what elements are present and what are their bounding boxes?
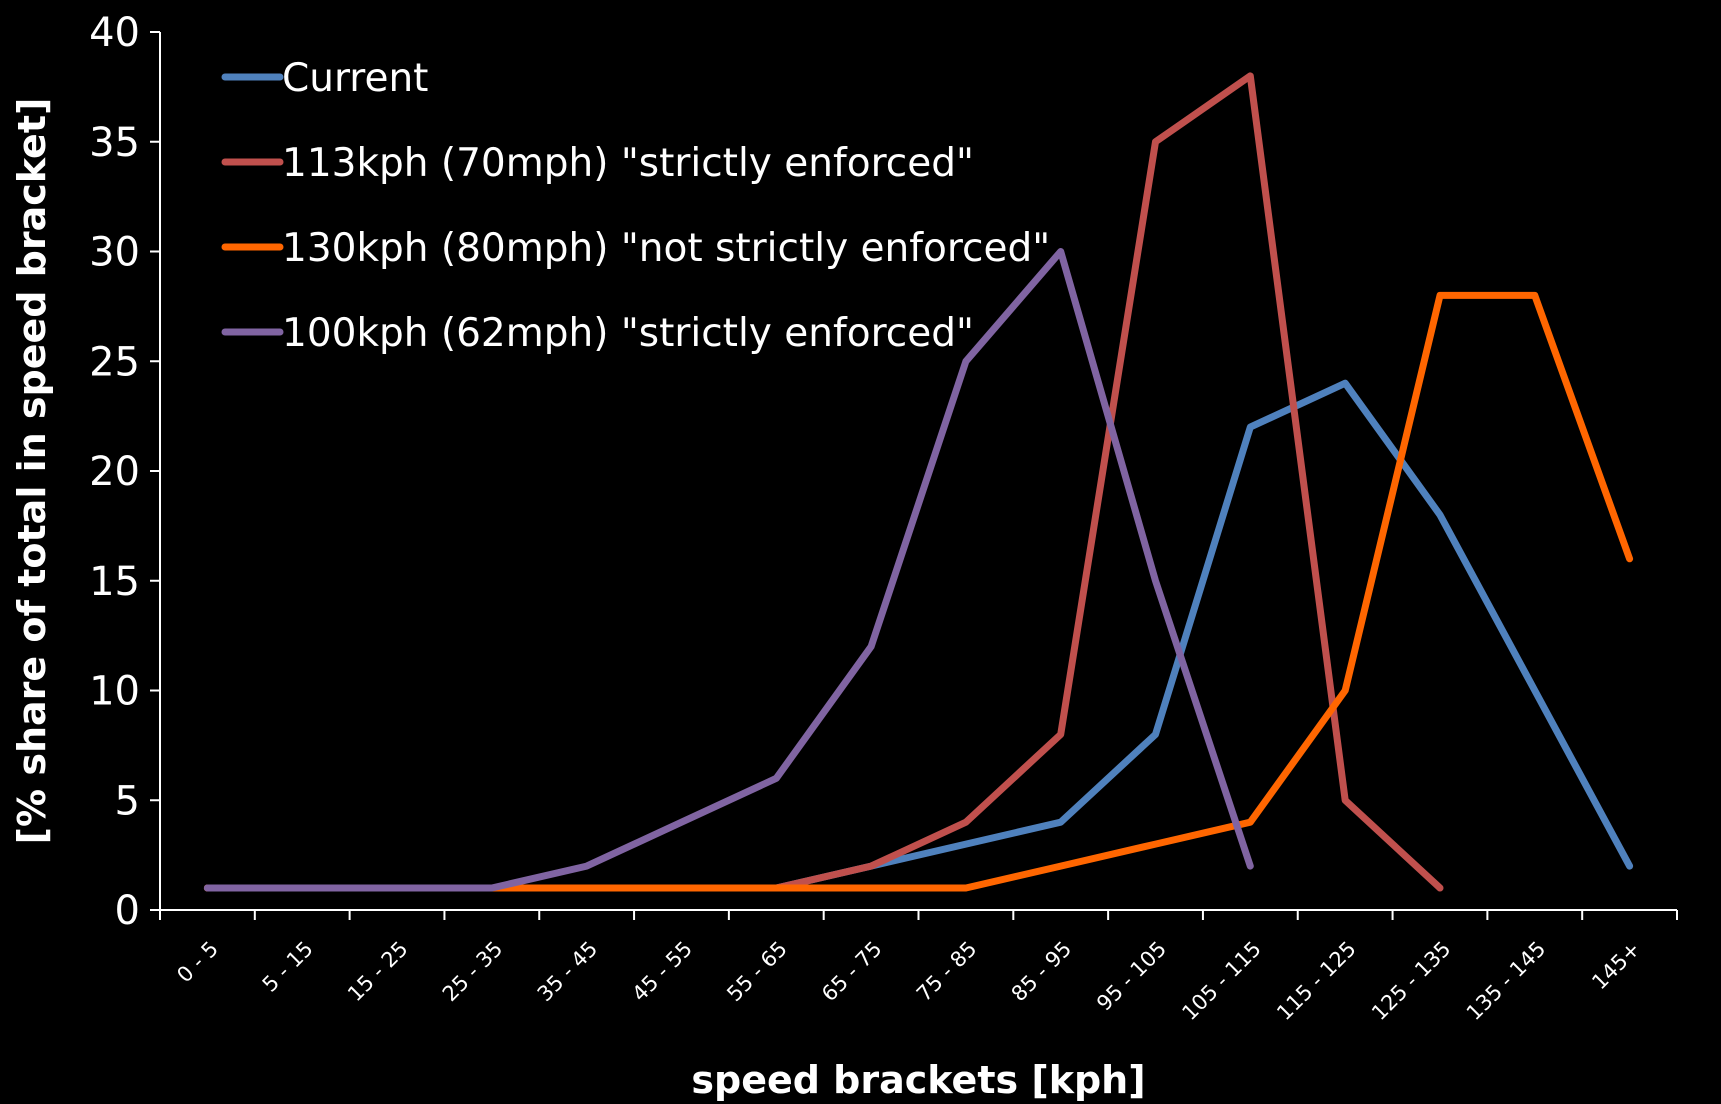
x-tick-label: 0 - 5	[172, 937, 223, 988]
x-tick-label: 145+	[1587, 937, 1645, 995]
legend-label-2: 113kph (70mph) "strictly enforced"	[282, 141, 974, 186]
x-tick-label: 125 - 135	[1367, 937, 1455, 1025]
x-axis-title: speed brackets [kph]	[691, 1058, 1145, 1102]
x-tick-label: 15 - 25	[343, 937, 413, 1007]
legend-label-3: 130kph (80mph) "not strictly enforced"	[282, 226, 1050, 271]
x-tick-label: 95 - 105	[1092, 937, 1171, 1016]
y-tick-label: 40	[89, 10, 140, 56]
legend-label-4: 100kph (62mph) "strictly enforced"	[282, 311, 974, 356]
series-line-2	[203, 72, 1444, 892]
x-tick-label: 135 - 145	[1462, 937, 1550, 1025]
y-tick-label: 20	[89, 449, 140, 495]
x-tick-label: 5 - 15	[258, 937, 318, 997]
y-tick-label: 35	[89, 120, 140, 166]
series-line-4	[203, 248, 1254, 892]
y-tick-label: 15	[89, 559, 140, 605]
x-tick-label: 75 - 85	[912, 937, 982, 1007]
x-tick-label: 65 - 75	[817, 937, 887, 1007]
x-tick-label: 55 - 65	[722, 937, 792, 1007]
series-line-3	[203, 291, 1634, 892]
y-tick-label: 30	[89, 230, 140, 276]
legend-label-1: Current	[282, 56, 428, 101]
x-tick-label: 25 - 35	[438, 937, 508, 1007]
x-axis-ticks: 0 - 5 5 - 15 15 - 25 25 - 35 35 - 45 45 - 55 5…	[159, 910, 1678, 1025]
x-tick-label: 45 - 55	[627, 937, 697, 1007]
x-tick-label: 85 - 95	[1007, 937, 1077, 1007]
y-tick-label: 5	[115, 778, 140, 824]
x-tick-label: 35 - 45	[533, 937, 603, 1007]
y-tick-label: 25	[89, 339, 140, 385]
y-tick-label: 0	[115, 888, 140, 934]
y-axis-title: [% share of total in speed bracket]	[10, 98, 54, 845]
y-axis-ticks: 0 5 10 15 20 25 30 35 40	[89, 10, 160, 934]
x-tick-label: 105 - 115	[1177, 937, 1265, 1025]
series-layer	[203, 72, 1634, 892]
legend: Current 113kph (70mph) "strictly enforced…	[221, 56, 1050, 356]
y-tick-label: 10	[89, 669, 140, 715]
x-tick-label: 115 - 125	[1272, 937, 1360, 1025]
series-line-1	[203, 379, 1634, 892]
